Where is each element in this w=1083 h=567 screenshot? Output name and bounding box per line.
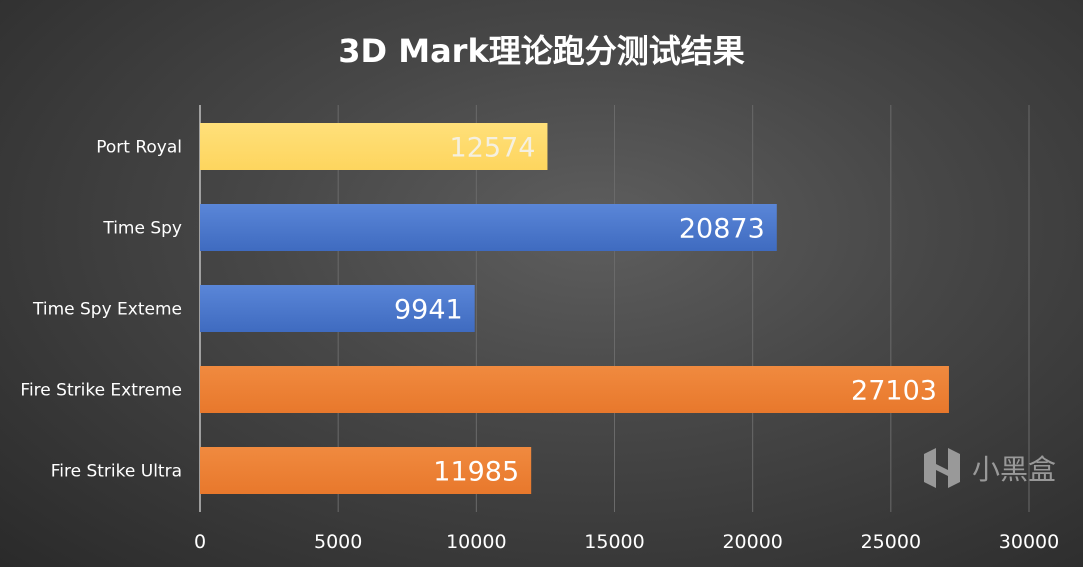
- y-tick-label: Fire Strike Ultra: [51, 462, 182, 482]
- bar: [200, 447, 532, 494]
- logo-icon: [924, 448, 960, 488]
- x-tick-label: 30000: [999, 531, 1059, 553]
- data-label: 11985: [433, 457, 519, 488]
- data-label: 12574: [450, 133, 536, 164]
- x-tick-label: 0: [194, 531, 206, 553]
- bar: [200, 366, 949, 413]
- watermark-logo: 小黑盒: [920, 446, 1056, 490]
- watermark-text: 小黑盒: [972, 453, 1057, 486]
- x-tick-label: 25000: [861, 531, 921, 553]
- x-tick-label: 20000: [722, 531, 782, 553]
- y-tick-label: Port Royal: [96, 138, 182, 158]
- x-tick-label: 15000: [584, 531, 644, 553]
- bar: [200, 123, 548, 170]
- bar: [200, 204, 777, 251]
- y-tick-label: Time Spy: [102, 219, 182, 239]
- x-tick-label: 10000: [446, 531, 506, 553]
- data-label: 9941: [394, 295, 463, 326]
- data-label: 20873: [679, 214, 765, 245]
- bar: [200, 285, 475, 332]
- chart-title: 3D Mark理论跑分测试结果: [338, 32, 745, 70]
- data-label: 27103: [851, 376, 937, 407]
- x-tick-label: 5000: [314, 531, 362, 553]
- y-tick-label: Time Spy Exteme: [32, 300, 182, 320]
- y-tick-label: Fire Strike Extreme: [20, 381, 182, 401]
